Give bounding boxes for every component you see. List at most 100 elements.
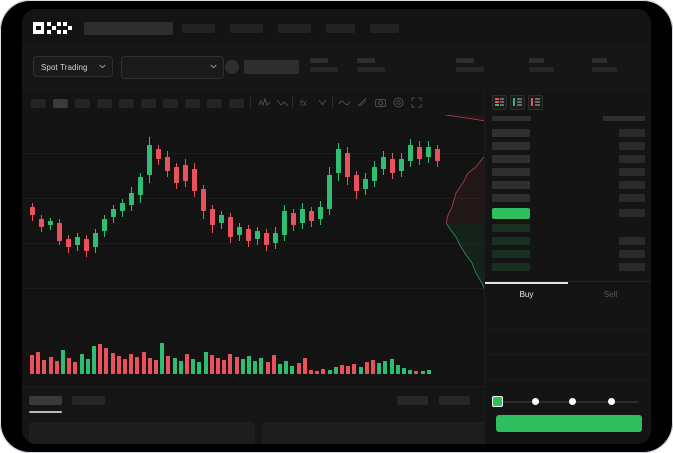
candlestick-series	[22, 115, 484, 331]
volume-bar	[296, 363, 301, 374]
percent-slider[interactable]	[492, 396, 639, 407]
candlestick	[327, 115, 332, 331]
toolbar-divider	[332, 97, 333, 108]
candlestick	[237, 115, 242, 331]
indicator-icon[interactable]	[258, 96, 271, 114]
orderbook-ask-row[interactable]	[492, 129, 530, 137]
candlestick	[264, 115, 269, 331]
candlestick	[147, 115, 152, 331]
orderbook-mode-bids-icon[interactable]	[510, 95, 525, 110]
timeframe-button-8[interactable]	[185, 99, 200, 108]
orderbook-ask-row[interactable]	[492, 168, 530, 176]
timeframe-button-6[interactable]	[141, 99, 156, 108]
percent-slider-handle[interactable]	[492, 396, 503, 407]
candlestick	[354, 115, 359, 331]
volume-bar	[141, 352, 146, 374]
volume-bar	[30, 355, 34, 374]
volume-bar	[203, 352, 208, 374]
orderbook-ask-row[interactable]	[492, 142, 530, 150]
timeframe-button-1[interactable]	[31, 99, 46, 108]
orderbook-mode-asks-icon[interactable]	[528, 95, 543, 110]
bottom-tab-open-orders[interactable]	[29, 396, 62, 405]
volume-bar	[383, 361, 388, 374]
mode-select-label: Spot Trading	[41, 63, 88, 72]
mode-select-spot-trading[interactable]: Spot Trading	[33, 56, 113, 77]
volume-bar	[377, 363, 382, 374]
volume-bar	[222, 360, 227, 374]
fullscreen-icon[interactable]	[410, 96, 423, 114]
toolbar-divider	[292, 97, 293, 108]
tab-sell[interactable]: Sell	[603, 290, 618, 299]
okx-logo-icon[interactable]	[33, 22, 73, 34]
nav-item-4[interactable]	[326, 24, 355, 33]
orderbook-ask-row[interactable]	[492, 155, 530, 163]
timeframe-button-3[interactable]	[75, 99, 90, 108]
timeframe-button-5[interactable]	[119, 99, 134, 108]
volume-bar	[265, 362, 270, 374]
orderbook-bid-row[interactable]	[492, 263, 530, 271]
compare-icon[interactable]	[276, 96, 289, 114]
chevron-down-icon	[210, 64, 217, 69]
search-input[interactable]	[84, 22, 173, 35]
nav-item-3[interactable]	[278, 24, 311, 33]
ticker-stat-value	[310, 67, 338, 72]
line-chart-icon[interactable]	[338, 96, 351, 114]
orderbook-column-header-amount	[603, 116, 645, 121]
orderbook-bid-row[interactable]	[492, 224, 530, 232]
timeframe-button-4[interactable]	[97, 99, 112, 108]
bottom-tab-active-underline	[29, 411, 62, 413]
ticker-stat-change	[357, 58, 385, 72]
volume-bar	[154, 360, 158, 374]
nav-item-1[interactable]	[182, 24, 215, 33]
tab-buy[interactable]: Buy	[519, 290, 534, 299]
volume-bar	[61, 350, 65, 374]
drawing-ruler-icon[interactable]	[356, 96, 369, 114]
timeframe-button-7[interactable]	[163, 99, 178, 108]
bottom-action-1[interactable]	[397, 396, 428, 405]
timeframe-button-2[interactable]	[53, 99, 68, 108]
timeframe-button-10[interactable]	[229, 99, 244, 108]
orderbook-ask-row[interactable]	[492, 194, 530, 202]
candlestick	[156, 115, 161, 331]
candlestick	[399, 115, 404, 331]
candlestick	[345, 115, 350, 331]
bottom-action-2[interactable]	[439, 396, 470, 405]
volume-bar	[234, 357, 239, 374]
candlestick	[102, 115, 107, 331]
camera-icon[interactable]	[374, 96, 387, 114]
candlestick	[417, 115, 422, 331]
nav-item-5[interactable]	[370, 24, 399, 33]
buy-sell-tabs: Buy Sell	[485, 281, 651, 308]
volume-bar	[309, 370, 313, 374]
candlestick	[120, 115, 125, 331]
trading-pair-select[interactable]	[121, 56, 224, 79]
orderbook-ask-row[interactable]	[492, 181, 530, 189]
text-icon[interactable]: fx	[298, 96, 311, 114]
candlestick	[363, 115, 368, 331]
volume-bar	[42, 360, 47, 374]
volume-bar	[172, 358, 177, 374]
percent-slider-stop-75[interactable]	[608, 398, 615, 405]
orderbook-ask-amount	[619, 129, 645, 137]
volume-bar	[278, 364, 282, 374]
orderbook-bid-row[interactable]	[492, 250, 530, 258]
bottom-tab-order-history[interactable]	[72, 396, 105, 405]
orderbook-bid-row[interactable]	[492, 237, 530, 245]
percent-slider-stop-50[interactable]	[569, 398, 576, 405]
settings-gear-icon[interactable]	[392, 96, 405, 114]
timeframe-button-9[interactable]	[207, 99, 222, 108]
volume-bar	[408, 370, 413, 374]
submit-buy-button[interactable]	[496, 415, 642, 432]
volume-bar	[352, 364, 357, 374]
volume-bar	[284, 361, 289, 374]
price-chart[interactable]	[22, 115, 484, 331]
ticker-stat-last-price	[310, 58, 338, 72]
nav-item-2[interactable]	[230, 24, 263, 33]
orderbook-mode-both-icon[interactable]	[492, 95, 507, 110]
orderbook-ask-amount	[619, 155, 645, 163]
percent-slider-stop-25[interactable]	[532, 398, 539, 405]
ticker-stat-label	[310, 58, 328, 63]
chart-gridline	[22, 198, 484, 199]
ticker-stat-value	[456, 67, 484, 72]
chart-type-icon[interactable]	[316, 96, 329, 114]
